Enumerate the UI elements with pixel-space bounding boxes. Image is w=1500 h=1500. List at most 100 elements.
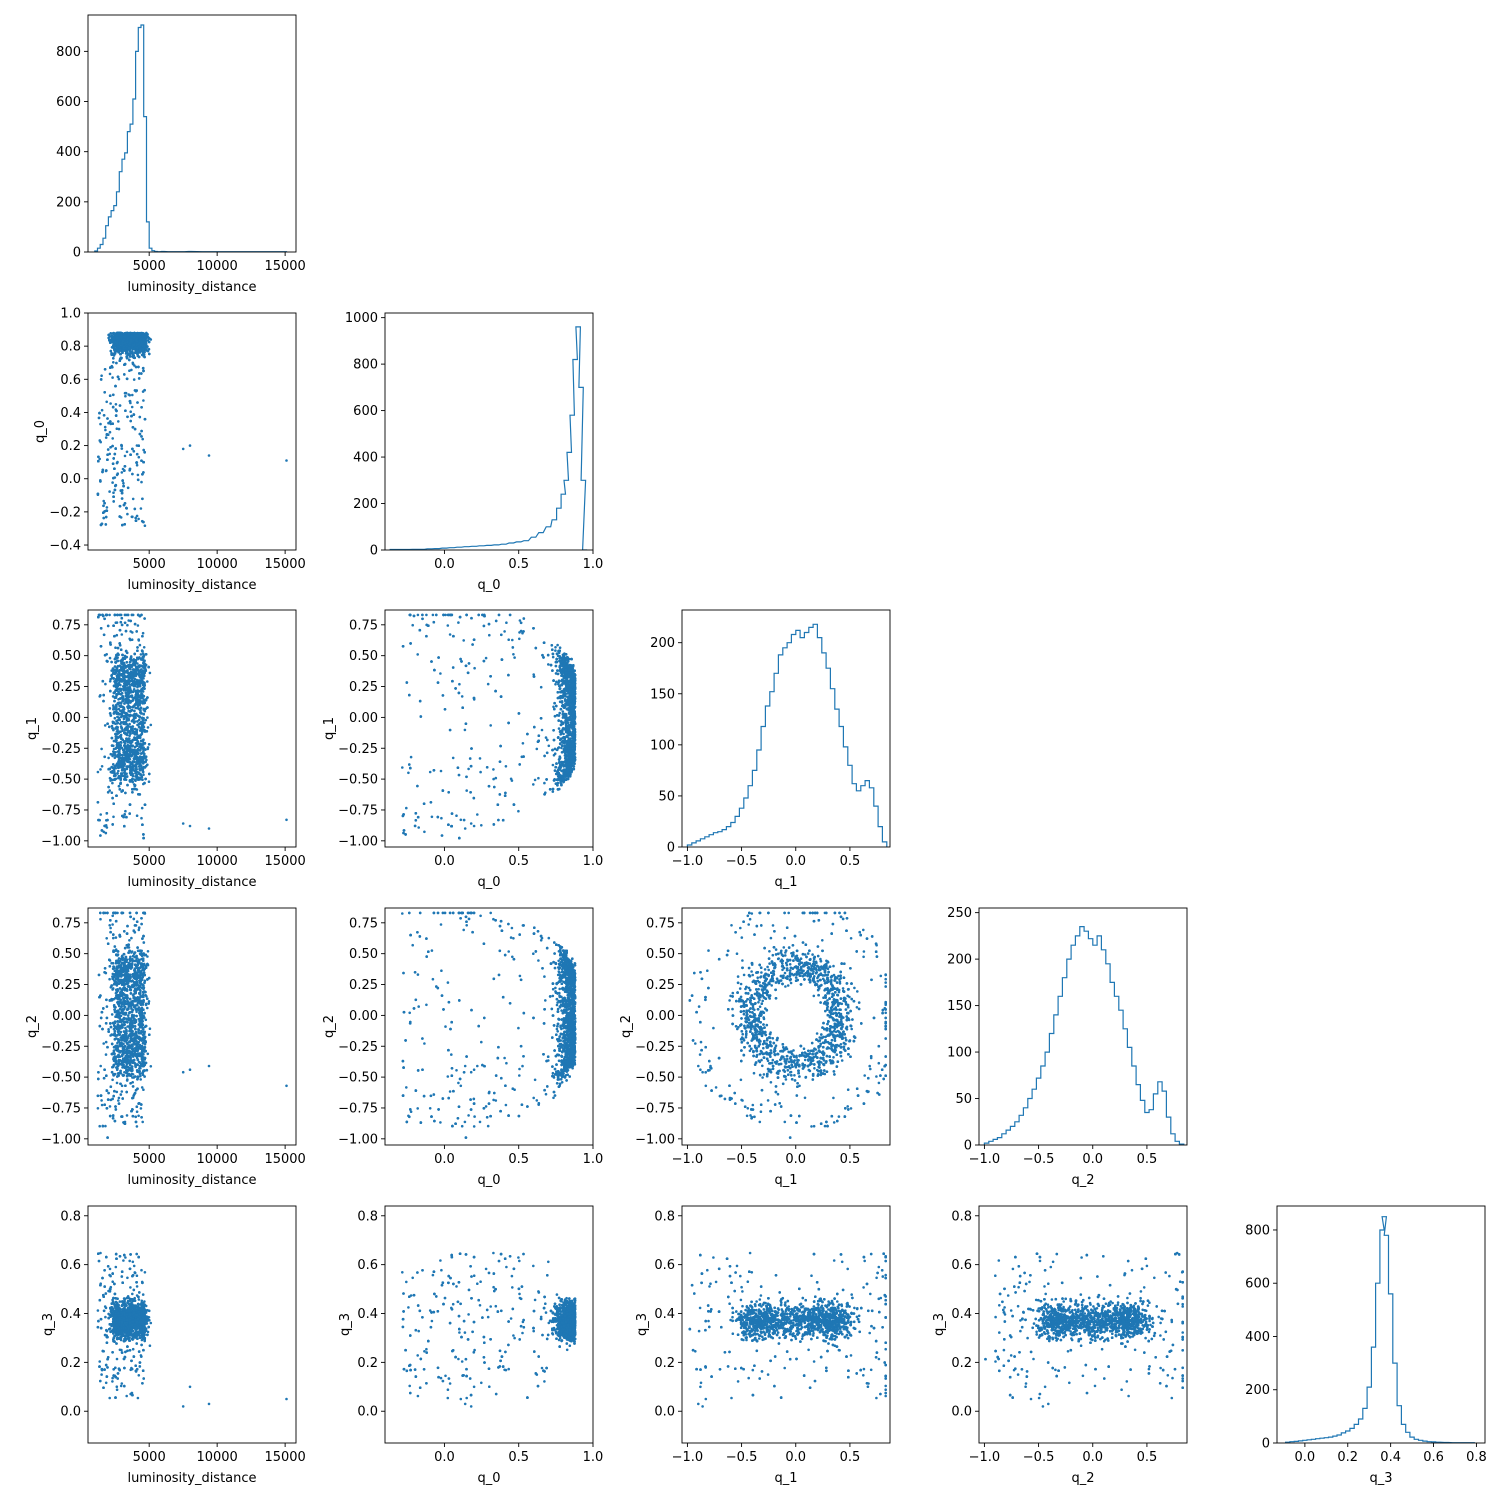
scatter-point <box>132 356 136 359</box>
scatter-point <box>104 831 108 835</box>
scatter-point <box>140 816 143 820</box>
y-tick-label: −0.2 <box>49 505 81 520</box>
scatter-point <box>105 469 108 472</box>
scatter-point <box>143 417 147 421</box>
scatter-point <box>122 748 125 752</box>
scatter-point <box>103 617 106 621</box>
scatter-point <box>146 349 149 353</box>
scatter-point <box>181 447 185 451</box>
scatter-point <box>142 399 145 402</box>
scatter-point <box>127 737 131 740</box>
scatter-point <box>105 400 108 404</box>
scatter-point <box>125 506 128 510</box>
scatter-point <box>116 722 119 725</box>
scatter-point <box>131 791 134 794</box>
scatter-point <box>120 616 124 620</box>
scatter-point <box>102 504 105 508</box>
x-tick-label: 0.0 <box>434 557 455 572</box>
scatter-point <box>112 495 115 499</box>
scatter-point <box>134 365 138 369</box>
scatter-point <box>207 454 211 457</box>
scatter-point <box>127 619 130 622</box>
scatter-point <box>105 433 109 437</box>
scatter-point <box>143 524 147 527</box>
scatter-point <box>142 460 145 464</box>
y-tick-label: 0.4 <box>60 406 81 421</box>
scatter-point <box>130 405 134 409</box>
scatter-point <box>102 699 105 703</box>
scatter-point <box>100 765 104 768</box>
scatter-point <box>143 729 146 732</box>
y-tick-label: 200 <box>56 195 81 210</box>
scatter-point <box>133 709 136 713</box>
scatter-point <box>108 613 111 617</box>
scatter-point <box>117 730 120 734</box>
scatter-point <box>147 780 151 783</box>
scatter-point <box>137 455 141 459</box>
scatter-point <box>135 349 139 353</box>
scatter-point <box>130 778 134 782</box>
scatter-point <box>136 649 139 652</box>
scatter-point <box>121 349 125 352</box>
scatter-point <box>148 352 151 356</box>
scatter-point <box>117 427 121 431</box>
y-tick-label: 0.6 <box>60 373 81 388</box>
scatter-point <box>104 523 108 526</box>
scatter-point <box>124 394 127 398</box>
scatter-point <box>120 692 124 695</box>
scatter-point <box>102 511 105 514</box>
scatter-point <box>129 338 133 342</box>
scatter-point <box>99 479 102 482</box>
scatter-point <box>136 334 139 338</box>
scatter-point <box>141 349 144 353</box>
scatter-point <box>118 404 122 407</box>
scatter-point <box>114 384 117 388</box>
scatter-point <box>135 814 139 817</box>
scatter-point <box>120 471 124 474</box>
scatter-point <box>128 467 132 471</box>
scatter-point <box>110 765 113 769</box>
scatter-point <box>109 779 112 782</box>
scatter-point <box>131 362 135 366</box>
scatter-point <box>112 346 115 350</box>
scatter-point <box>143 781 146 785</box>
scatter-point <box>98 439 102 442</box>
scatter-point <box>129 341 132 345</box>
scatter-point <box>121 351 124 355</box>
scatter-point <box>124 409 127 413</box>
scatter-point <box>123 454 127 458</box>
scatter-point <box>102 499 105 503</box>
scatter-point <box>188 444 192 447</box>
scatter-point <box>134 753 137 756</box>
scatter-point <box>127 352 130 356</box>
scatter-point <box>99 422 102 426</box>
scatter-point <box>100 522 104 526</box>
scatter-point <box>143 388 146 392</box>
scatter-point <box>112 802 115 805</box>
scatter-point <box>116 659 119 663</box>
scatter-point <box>132 450 136 453</box>
scatter-point <box>143 350 146 354</box>
scatter-point <box>125 661 129 664</box>
scatter-point <box>117 692 120 696</box>
scatter-point <box>128 660 132 664</box>
scatter-point <box>102 633 106 637</box>
scatter-point <box>148 671 152 675</box>
scatter-point <box>134 519 138 522</box>
scatter-point <box>131 447 134 451</box>
scatter-point <box>103 724 107 727</box>
y-tick-label: 0 <box>73 246 81 261</box>
x-tick-label: 15000 <box>264 259 305 274</box>
scatter-point <box>126 665 129 668</box>
scatter-point <box>99 378 103 381</box>
scatter-point <box>125 767 129 771</box>
scatter-point <box>119 648 123 651</box>
scatter-point <box>115 719 118 723</box>
scatter-point <box>97 459 100 463</box>
plot-area <box>96 331 288 527</box>
scatter-point <box>108 776 112 780</box>
scatter-point <box>125 377 129 381</box>
axes-frame <box>384 312 594 551</box>
scatter-point <box>126 512 129 516</box>
scatter-point <box>136 656 139 660</box>
